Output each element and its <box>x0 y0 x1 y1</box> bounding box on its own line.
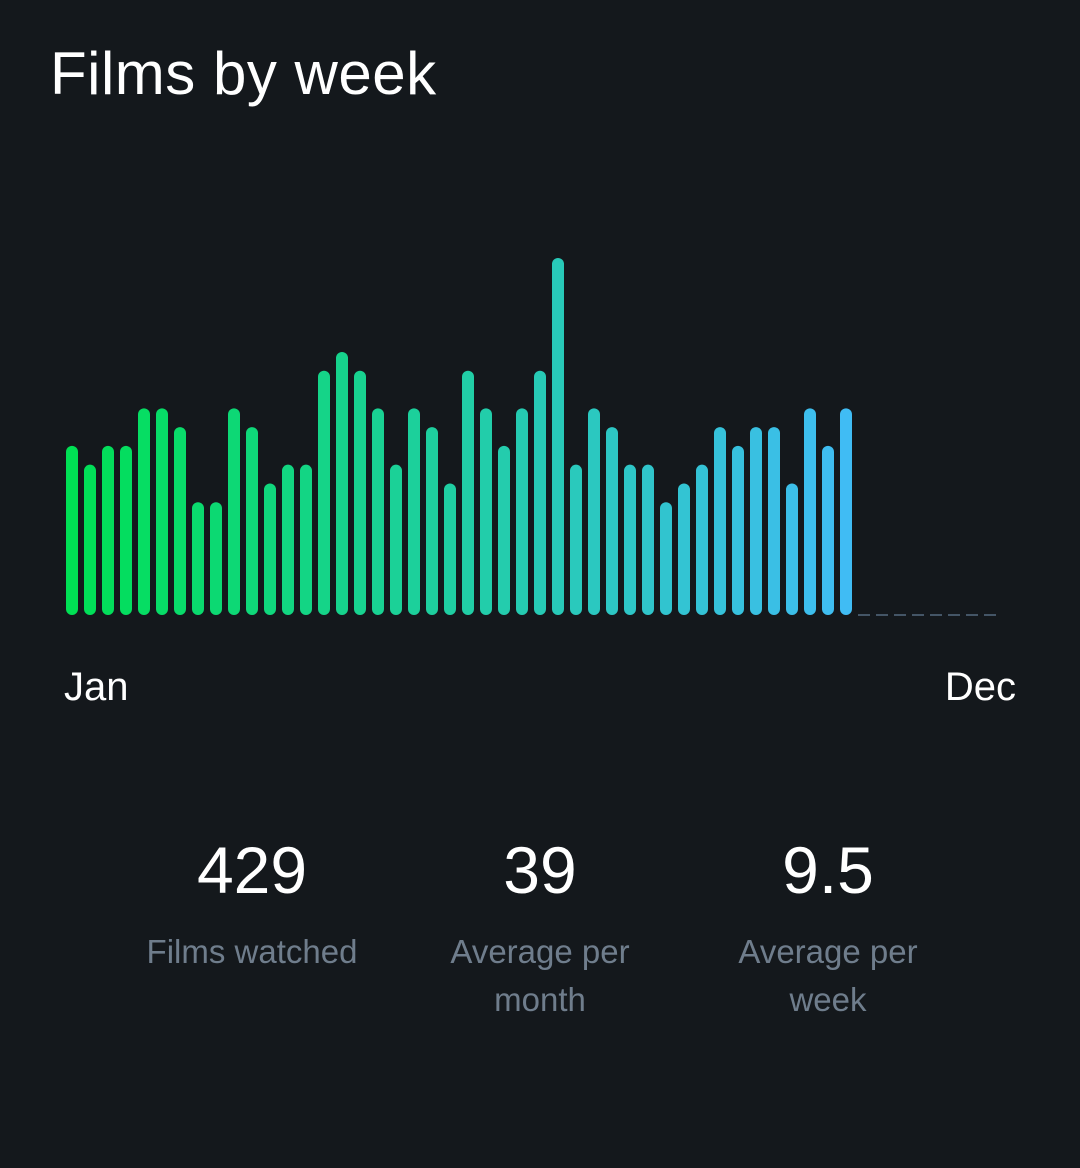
week-bar <box>516 408 528 615</box>
stat-label: Average per month <box>450 933 630 1018</box>
week-bar <box>336 351 348 615</box>
week-bar <box>228 408 240 615</box>
week-bar <box>462 370 474 615</box>
week-bar <box>678 483 690 615</box>
week-bar <box>66 445 78 615</box>
week-bar <box>732 445 744 615</box>
week-bar <box>300 464 312 615</box>
week-bar <box>408 408 420 615</box>
week-bar <box>372 408 384 615</box>
week-bar <box>642 464 654 615</box>
week-bar <box>606 427 618 615</box>
stat-value: 39 <box>503 833 577 907</box>
week-bar <box>120 445 132 615</box>
week-bar <box>804 408 816 615</box>
week-bar <box>84 464 96 615</box>
week-bar <box>444 483 456 615</box>
week-bar <box>696 464 708 615</box>
week-bar <box>282 464 294 615</box>
week-bar <box>390 464 402 615</box>
week-bar <box>714 427 726 615</box>
week-bar <box>156 408 168 615</box>
stat-films-watched: 429 Films watched <box>112 830 392 976</box>
week-bar <box>750 427 762 615</box>
week-bar <box>138 408 150 615</box>
week-bar <box>480 408 492 615</box>
week-bar <box>246 427 258 615</box>
stat-value: 9.5 <box>782 833 874 907</box>
week-bar <box>624 464 636 615</box>
week-bar <box>264 483 276 615</box>
week-bar <box>588 408 600 615</box>
stat-average-per-week: 9.5 Average per week <box>688 830 968 1024</box>
week-bar <box>354 370 366 615</box>
stats-row: 429 Films watched 39 Average per month 9… <box>0 830 1080 1050</box>
week-bar <box>660 502 672 615</box>
week-bar <box>840 408 852 615</box>
week-bar <box>426 427 438 615</box>
week-bar <box>210 502 222 615</box>
stat-average-per-month: 39 Average per month <box>400 830 680 1024</box>
stat-label: Average per week <box>738 933 918 1018</box>
week-bar <box>768 427 780 615</box>
week-bar <box>534 370 546 615</box>
week-bar <box>786 483 798 615</box>
stat-label: Films watched <box>146 933 358 970</box>
week-bar <box>822 445 834 615</box>
week-bar <box>192 502 204 615</box>
films-by-week-chart <box>66 258 996 616</box>
week-bar <box>498 445 510 615</box>
stat-value: 429 <box>196 833 308 907</box>
week-bar <box>174 427 186 615</box>
week-bar <box>102 445 114 615</box>
week-bar <box>318 370 330 615</box>
week-bar <box>552 258 564 615</box>
week-bar <box>570 464 582 615</box>
page-title: Films by week <box>50 40 437 107</box>
x-axis-end-label: Dec <box>944 665 1016 709</box>
x-axis-start-label: Jan <box>64 665 129 709</box>
